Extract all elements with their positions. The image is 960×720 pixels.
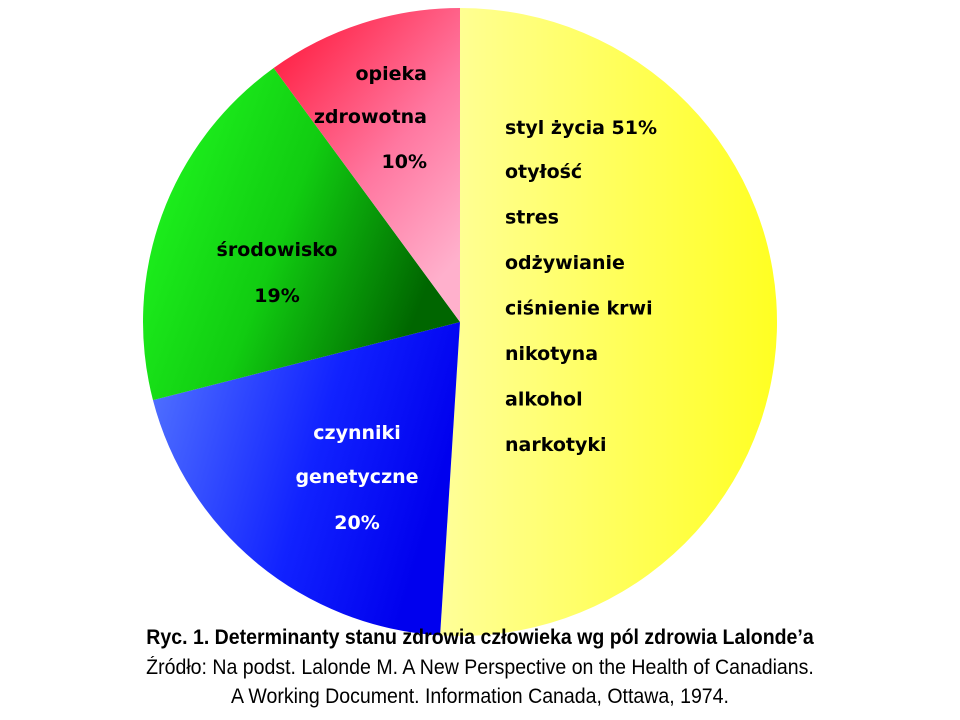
slice-label-czynniki: czynniki [313,422,400,444]
pie-slice-blue [152,322,460,636]
slice-detail-item: odżywianie [505,252,625,274]
slice-label-zdrowotna: zdrowotna [314,106,427,128]
pie-slice-yellow [440,7,778,636]
slice-value-opieka: 10% [382,151,427,173]
pie-slice-green [143,67,460,401]
slice-detail-item: alkohol [505,389,583,411]
slice-detail-item: narkotyki [505,434,607,456]
slice-label-styl-zycia: styl życia 51% [505,117,657,139]
slice-label-srodowisko: środowisko [217,239,338,261]
slice-detail-item: otyłość [505,161,582,183]
pie-slice-red [273,8,460,322]
slice-detail-item: ciśnienie krwi [505,298,653,320]
figure-caption-title: Ryc. 1. Determinanty stanu zdrowia człow… [146,626,814,649]
slice-detail-item: stres [505,207,559,229]
slice-label-opieka: opieka [355,63,427,85]
slice-label-genetyczne: genetyczne [295,466,418,488]
slice-detail-item: nikotyna [505,343,598,365]
slice-value-srodowisko: 19% [254,285,299,307]
slice-value-genetyczne: 20% [334,512,379,534]
figure-source-line-1: Źródło: Na podst. Lalonde M. A New Persp… [146,656,814,679]
figure-source-line-2: A Working Document. Information Canada, … [231,685,729,708]
